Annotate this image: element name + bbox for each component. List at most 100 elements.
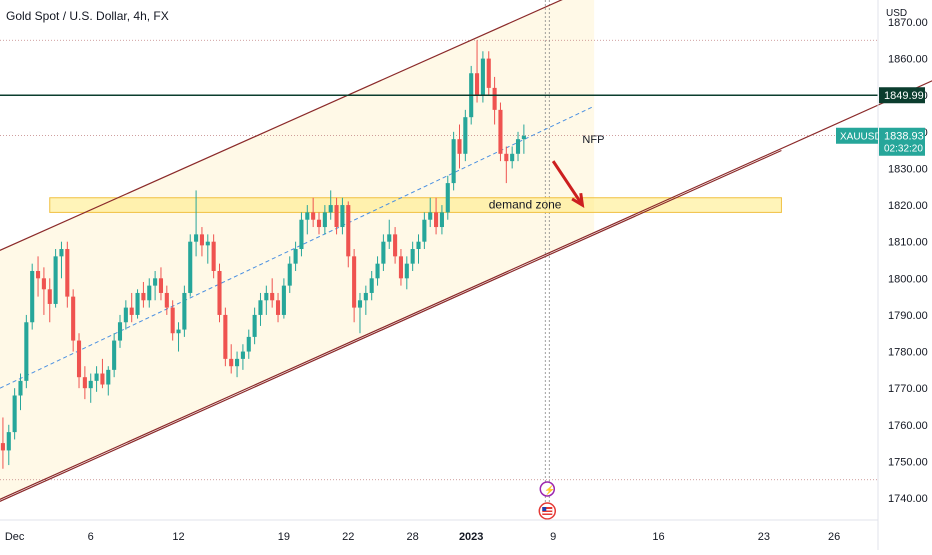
- candle-body: [141, 292, 146, 301]
- candle-body: [510, 153, 515, 162]
- candle-body: [270, 292, 275, 301]
- y-tick-label: 1770.00: [888, 383, 928, 395]
- x-tick-label: Dec: [5, 531, 25, 543]
- candle-body: [445, 183, 450, 213]
- resistance-price-tag: [879, 87, 925, 104]
- candle-body: [252, 314, 257, 337]
- candle-body: [117, 322, 123, 341]
- x-tick-label: 23: [758, 531, 770, 543]
- candle-body: [311, 212, 316, 220]
- candle-body: [147, 285, 152, 301]
- x-tick-label: 28: [407, 531, 419, 543]
- candle-body: [480, 58, 485, 96]
- candle-body: [275, 300, 281, 315]
- candle-body: [229, 358, 234, 367]
- candle-body: [352, 256, 357, 308]
- lightning-glyph: ⚡: [544, 484, 555, 496]
- candle-body: [30, 270, 35, 323]
- x-tick-label: 2023: [459, 531, 483, 543]
- candle-body: [422, 219, 427, 242]
- demand-zone-rect[interactable]: [49, 197, 782, 213]
- y-tick-label: 1870.00: [888, 17, 928, 29]
- candle-body: [410, 249, 415, 264]
- candle-body: [457, 139, 462, 154]
- candle-body: [316, 219, 322, 228]
- candle-body: [235, 358, 240, 367]
- candle-body: [188, 241, 193, 293]
- x-tick-label: 9: [550, 531, 556, 543]
- channel-lower-line[interactable]: [0, 51, 932, 500]
- forecast-arrow-head: [571, 192, 585, 208]
- candle-body: [240, 351, 245, 359]
- candle-body: [264, 292, 269, 301]
- candle-body: [41, 278, 46, 290]
- forecast-arrow: [551, 160, 584, 206]
- candle-body: [0, 443, 5, 451]
- candle-body: [6, 432, 11, 451]
- candle-body: [369, 278, 374, 293]
- candle-body: [170, 307, 175, 334]
- candle-body: [112, 340, 117, 370]
- candle-body: [521, 135, 526, 140]
- candle-body: [71, 296, 76, 341]
- candle-body: [439, 212, 444, 228]
- x-tick-label: 19: [278, 531, 290, 543]
- nfp-label: NFP: [582, 134, 604, 146]
- candle-body: [129, 307, 134, 315]
- flag-stripe-white: [542, 512, 553, 514]
- demand-zone-label: demand zone: [489, 197, 562, 211]
- candle-body: [211, 241, 216, 271]
- candle-body: [398, 256, 404, 279]
- candle-body: [416, 241, 421, 250]
- channel-upper-line[interactable]: [0, 0, 594, 252]
- candle-body: [428, 212, 433, 220]
- candle-body: [322, 212, 327, 228]
- candle-body: [65, 249, 70, 297]
- candle-body: [100, 373, 105, 385]
- candle-body: [486, 58, 491, 88]
- event-lightning-icon[interactable]: [539, 481, 556, 497]
- candle-body: [515, 139, 521, 154]
- candle-body: [346, 205, 351, 257]
- candle-body: [205, 241, 210, 246]
- y-tick-label: 1760.00: [888, 420, 928, 432]
- candle-body: [281, 285, 286, 315]
- y-tick-label: 1740.00: [888, 493, 928, 505]
- y-tick-label: 1860.00: [888, 54, 928, 66]
- candle-body: [176, 329, 181, 334]
- y-tick-label: 1830.00: [888, 163, 928, 175]
- candle-body: [135, 292, 140, 315]
- candle-body: [246, 336, 251, 352]
- candle-body: [53, 256, 58, 304]
- candle-body: [47, 289, 52, 304]
- candle-body: [492, 87, 497, 110]
- x-tick-label: 12: [172, 531, 184, 543]
- candle-body: [434, 212, 439, 228]
- current-price-tag: [879, 127, 925, 156]
- candle-body: [164, 292, 169, 308]
- candle-body: [94, 373, 99, 381]
- candle-body: [18, 380, 23, 396]
- candle-body: [375, 263, 380, 279]
- flag-stripe-white: [542, 509, 553, 511]
- candle-body: [334, 205, 339, 228]
- candle-body: [299, 219, 304, 250]
- y-tick-label: 1820.00: [888, 200, 928, 212]
- candle-body: [223, 314, 228, 359]
- channel-lower-line-second[interactable]: [0, 149, 782, 503]
- candle-body: [293, 249, 298, 264]
- countdown-label: 02:32:20: [884, 144, 923, 155]
- candle-body: [287, 263, 292, 286]
- candle-body: [357, 300, 363, 308]
- resistance-price-label: 1849.99: [884, 90, 924, 102]
- x-tick-label: 16: [652, 531, 664, 543]
- current-price-label: 1838.93: [884, 131, 924, 143]
- candle-body: [153, 278, 158, 286]
- channel-midline: [0, 105, 595, 389]
- flag-canton: [542, 507, 547, 511]
- candle-body: [305, 212, 310, 220]
- candle-body: [59, 249, 64, 257]
- candle-body: [387, 234, 392, 242]
